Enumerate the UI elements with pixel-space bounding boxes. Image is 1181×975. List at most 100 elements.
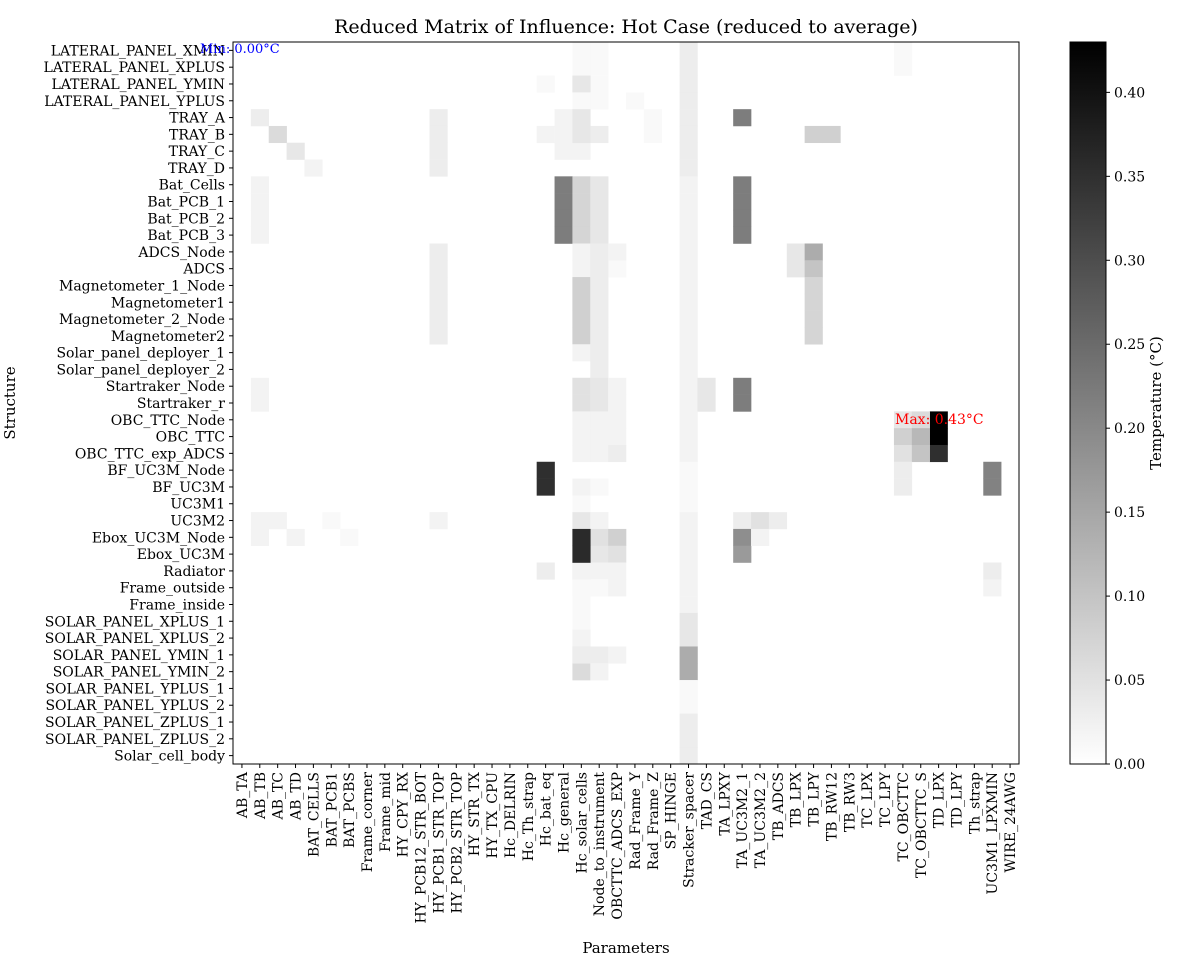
row-label: BF_UC3M bbox=[152, 480, 225, 496]
heatmap-cell bbox=[572, 545, 591, 563]
heatmap-cell bbox=[590, 58, 609, 76]
row-label: Bat_PCB_2 bbox=[147, 211, 225, 227]
heatmap-cell bbox=[679, 629, 698, 647]
heatmap-cell bbox=[733, 512, 752, 530]
heatmap-cell bbox=[572, 663, 591, 681]
colorbar-tick-label: 0.25 bbox=[1114, 337, 1145, 353]
heatmap-cell bbox=[983, 579, 1002, 597]
column-label: TA_LPXY bbox=[717, 771, 733, 835]
heatmap-cell bbox=[429, 142, 448, 160]
column-label: WIRE_24AWG bbox=[1003, 772, 1019, 873]
heatmap-cell bbox=[536, 461, 555, 479]
column-label: HY_PCB1_STR_TOP bbox=[431, 772, 447, 913]
heatmap-cell bbox=[893, 58, 913, 76]
row-label: UC3M2 bbox=[170, 514, 225, 530]
heatmap-cell bbox=[572, 277, 591, 295]
heatmap-cell bbox=[429, 327, 448, 345]
column-label: HY_CPY_RX bbox=[396, 772, 412, 857]
heatmap-cell bbox=[893, 478, 913, 496]
heatmap-cell bbox=[590, 243, 609, 261]
heatmap-cell bbox=[572, 260, 591, 278]
heatmap-cell bbox=[608, 428, 627, 446]
heatmap-cell bbox=[733, 528, 752, 547]
heatmap-cell bbox=[893, 461, 913, 479]
heatmap-cell bbox=[429, 159, 448, 177]
heatmap-cell bbox=[751, 512, 770, 530]
heatmap-cell bbox=[733, 176, 752, 194]
row-label: SOLAR_PANEL_XPLUS_1 bbox=[45, 614, 225, 630]
row-label: ADCS bbox=[182, 262, 225, 278]
heatmap-cell bbox=[983, 562, 1002, 580]
heatmap-cell bbox=[679, 696, 698, 714]
column-label: UC3M1_LPXMIN bbox=[985, 772, 1001, 894]
heatmap-cell bbox=[590, 444, 609, 463]
column-label: AB_TC bbox=[271, 772, 287, 820]
heatmap-cell bbox=[572, 327, 591, 345]
heatmap-cell bbox=[911, 444, 930, 463]
column-label: Rad_Frame_Y bbox=[628, 771, 644, 869]
heatmap-cell bbox=[590, 42, 609, 60]
heatmap-cell bbox=[572, 58, 591, 76]
heatmap-cell bbox=[590, 512, 609, 530]
heatmap-cell bbox=[572, 512, 591, 530]
heatmap-cell bbox=[590, 528, 609, 547]
heatmap-cell bbox=[768, 512, 788, 530]
heatmap-cell bbox=[572, 142, 591, 160]
heatmap-cell bbox=[590, 293, 609, 311]
heatmap-cell bbox=[679, 58, 698, 76]
heatmap-cell bbox=[679, 528, 698, 547]
heatmap-cell bbox=[679, 730, 698, 748]
heatmap-cell bbox=[554, 176, 573, 194]
heatmap-cell bbox=[429, 277, 448, 295]
row-label: Ebox_UC3M bbox=[137, 547, 225, 563]
column-label: Hc_Th_strap bbox=[521, 772, 537, 861]
heatmap-cell bbox=[679, 260, 698, 278]
row-label: TRAY_B bbox=[169, 127, 225, 143]
heatmap-cell bbox=[679, 545, 698, 563]
heatmap-cell bbox=[608, 260, 627, 278]
heatmap-cell bbox=[608, 394, 627, 412]
heatmap-cell bbox=[679, 344, 698, 362]
column-label: HY_PCB12_STR_BOT bbox=[414, 771, 430, 923]
heatmap-cell bbox=[608, 243, 627, 261]
heatmap-cell bbox=[590, 226, 609, 244]
column-label: Node_to_instrument bbox=[592, 772, 608, 917]
column-label: BAT_PCBS bbox=[342, 772, 358, 848]
heatmap-cell bbox=[679, 747, 698, 765]
heatmap-cell bbox=[697, 394, 716, 412]
heatmap-cell bbox=[572, 176, 591, 194]
column-label: Hc_DELRIN bbox=[503, 772, 519, 858]
column-labels: AB_TA AB_TB AB_TC AB_TD BAT_CELLS BAT_PCB1 BAT… bbox=[235, 764, 1019, 924]
heatmap-cell bbox=[554, 142, 573, 160]
heatmap-cell bbox=[911, 428, 930, 446]
row-label: Startraker_r bbox=[137, 396, 225, 412]
heatmap-cell bbox=[697, 377, 716, 395]
heatmap-cell bbox=[679, 209, 698, 227]
heatmap-cell bbox=[679, 377, 698, 395]
heatmap-cell bbox=[608, 545, 627, 563]
row-label: Bat_Cells bbox=[159, 178, 225, 194]
heatmap-cell bbox=[572, 596, 591, 614]
heatmap-cell bbox=[679, 663, 698, 681]
column-label: Frame_mid bbox=[378, 772, 394, 852]
row-label: UC3M1 bbox=[170, 497, 225, 513]
column-label: AB_TD bbox=[289, 772, 305, 821]
heatmap-cell bbox=[679, 495, 698, 513]
heatmap-cell bbox=[536, 562, 555, 580]
heatmap-cell bbox=[536, 125, 555, 144]
row-label: OBC_TTC bbox=[156, 430, 225, 446]
heatmap-cell bbox=[572, 226, 591, 244]
column-label: BAT_PCB1 bbox=[324, 772, 340, 847]
heatmap-cell bbox=[572, 428, 591, 446]
heatmap-cell bbox=[572, 209, 591, 227]
column-label: TB_RW3 bbox=[842, 772, 858, 832]
heatmap-cell bbox=[572, 243, 591, 261]
heatmap-cell bbox=[733, 377, 752, 395]
colorbar-tick-label: 0.00 bbox=[1114, 757, 1145, 773]
heatmap-cell bbox=[804, 293, 823, 311]
heatmap-cell bbox=[679, 193, 698, 211]
heatmap-cell bbox=[590, 176, 609, 194]
heatmap-cell bbox=[572, 310, 591, 328]
heatmap-cell bbox=[804, 260, 823, 278]
row-label: Magnetometer2 bbox=[111, 329, 225, 345]
